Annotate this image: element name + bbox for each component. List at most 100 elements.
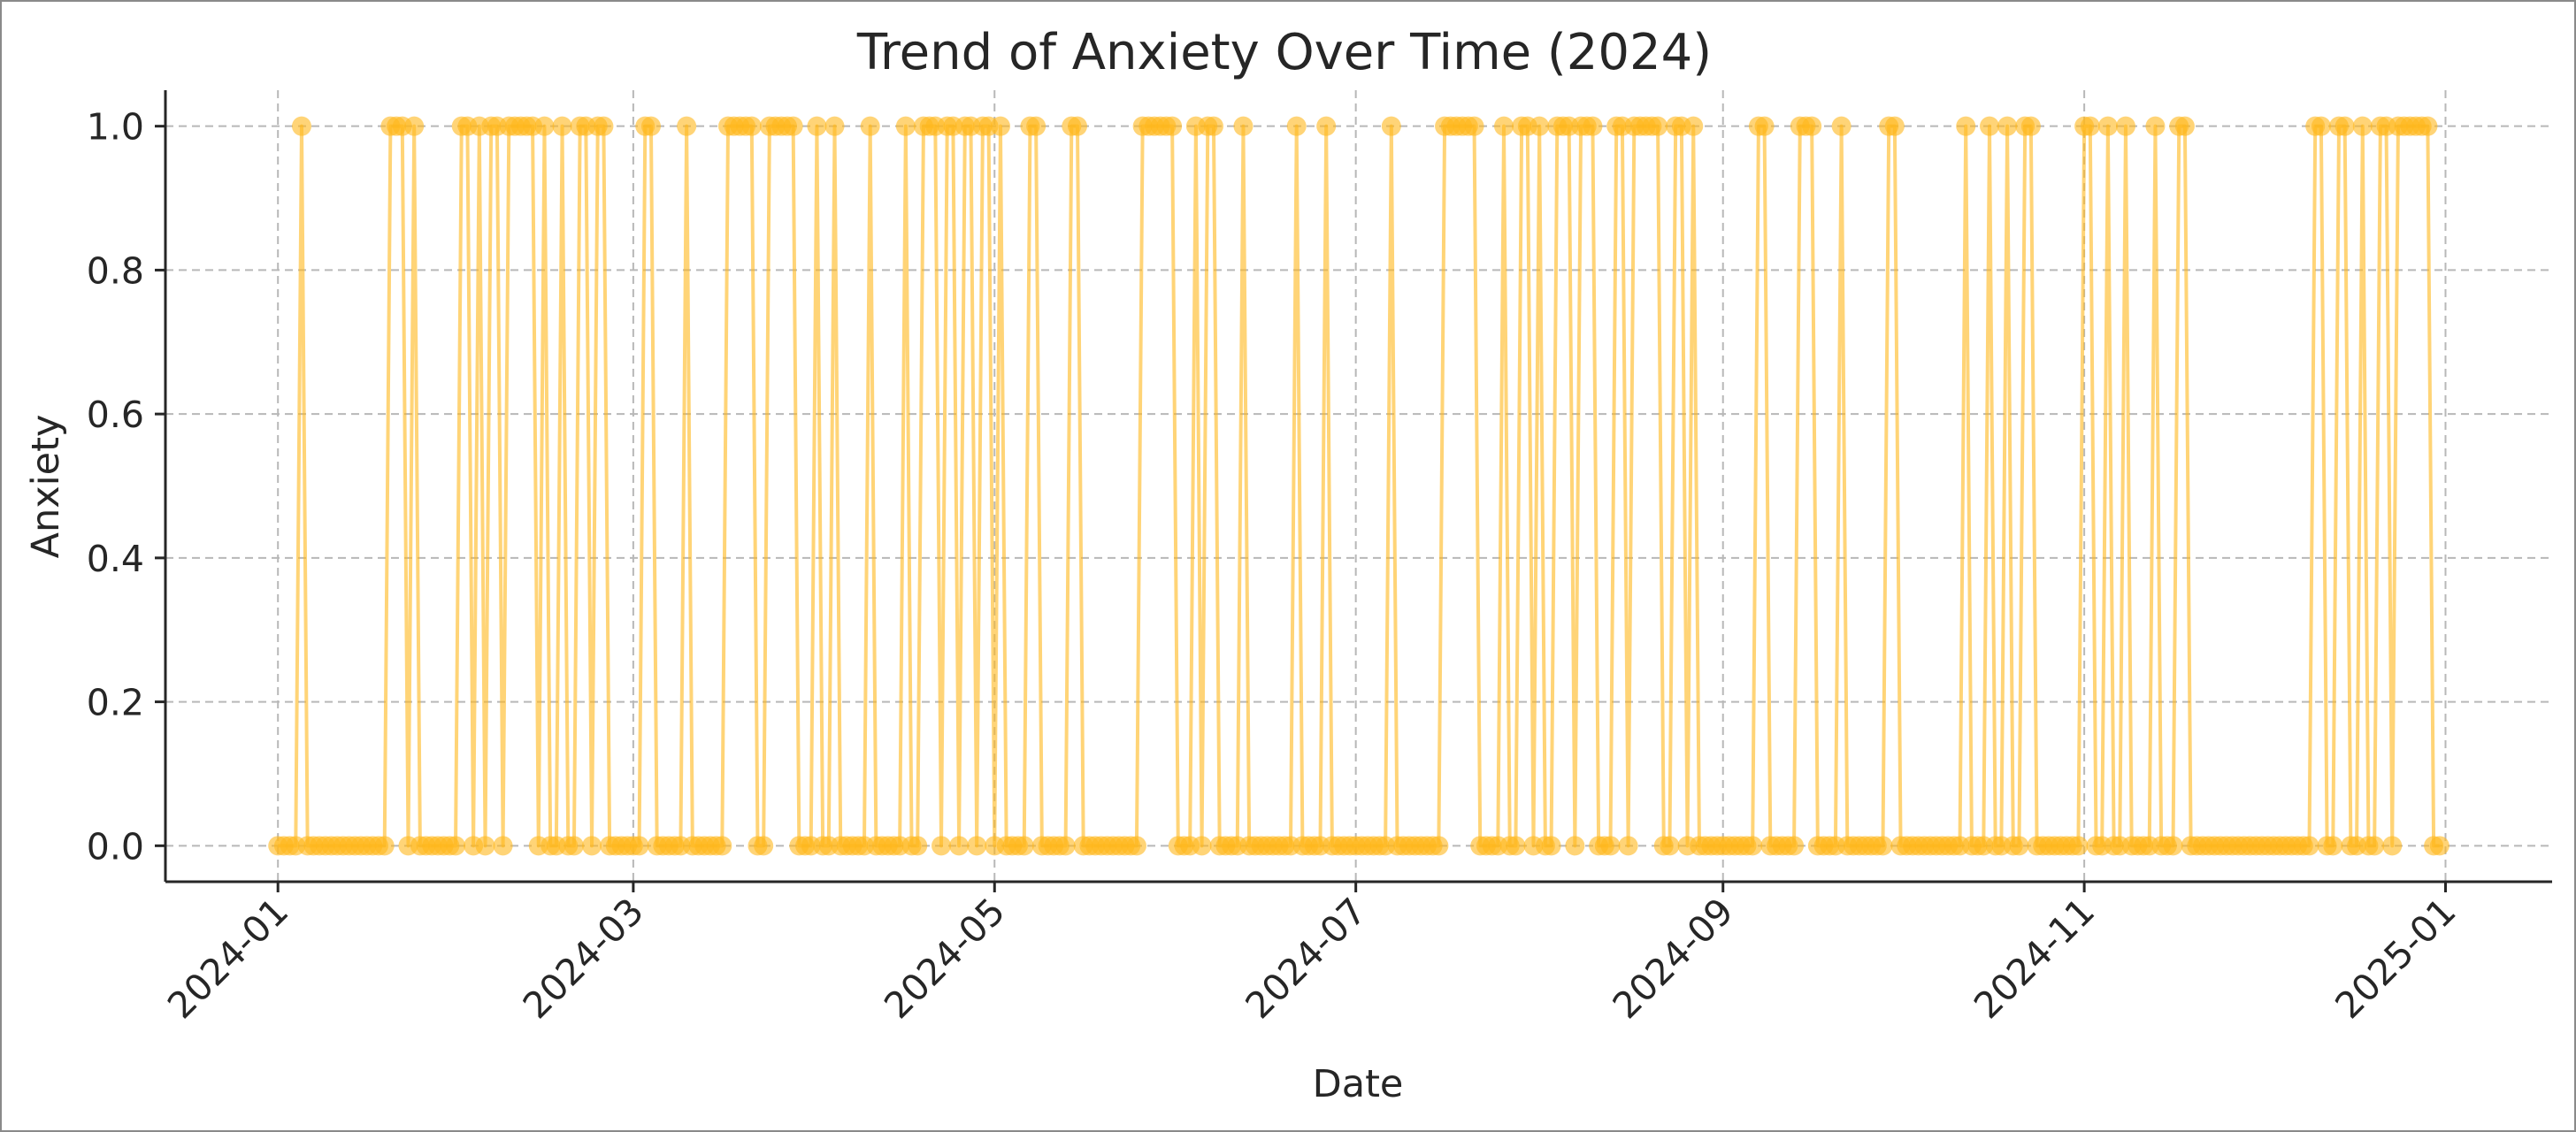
data-point [2080,116,2100,136]
x-tick-label: 2024-11 [1966,890,2103,1027]
data-point [1286,116,1307,136]
data-point [2145,116,2166,136]
data-point [1055,836,1076,856]
y-tick-label: 0.4 [87,538,144,580]
data-point [2115,116,2135,136]
data-point [1162,116,1183,136]
data-point [967,836,987,856]
anxiety-series-line [278,124,2440,848]
data-point [1192,836,1212,856]
data-point [1464,116,1484,136]
data-point [1873,836,1893,856]
data-point [1956,116,1976,136]
data-point [1541,836,1561,856]
data-point [949,836,970,856]
series-layer [268,116,2450,856]
data-point [1648,116,1668,136]
y-tick-label: 0.0 [87,825,144,868]
data-point [2174,116,2195,136]
y-tick-label: 0.6 [87,394,144,436]
data-point [493,836,513,856]
data-point [712,836,732,856]
data-point [677,116,697,136]
y-tick-label: 0.8 [87,249,144,292]
data-point [640,116,661,136]
data-point [1997,116,2018,136]
data-point [754,836,774,856]
data-point [1126,836,1146,856]
data-point [1530,116,1550,136]
data-point [2299,836,2319,856]
data-point [2163,836,2183,856]
data-point [1583,116,1603,136]
x-tick-label: 2024-03 [515,890,652,1027]
data-point [1203,116,1223,136]
y-tick-label: 0.2 [87,682,144,724]
data-point [1316,116,1337,136]
x-tick-label: 2024-01 [159,890,296,1027]
data-point [1660,836,1680,856]
x-tick-label: 2025-01 [2327,890,2464,1027]
data-point [1683,116,1704,136]
data-point [824,116,845,136]
data-point [2429,836,2450,856]
data-point [1565,836,1585,856]
data-point [1381,116,1401,136]
data-point [1802,116,1822,136]
data-point [860,116,880,136]
data-point [1429,836,1449,856]
x-tick-label: 2024-07 [1238,890,1375,1027]
data-point [2382,836,2403,856]
data-point [932,836,952,856]
data-point [1233,116,1254,136]
data-point [2352,116,2373,136]
data-point [807,116,827,136]
data-point [2311,116,2331,136]
x-axis-label: Date [1313,1062,1404,1106]
data-point [564,836,584,856]
data-point [1618,836,1638,856]
data-point [475,836,495,856]
data-point [1980,116,1999,136]
x-tick-label: 2024-09 [1605,890,1742,1027]
data-point [895,116,916,136]
data-point [2323,836,2343,856]
data-point [2418,116,2438,136]
data-point [1831,116,1852,136]
data-point [1784,836,1805,856]
y-axis-label: Anxiety [24,415,68,559]
data-point [2334,116,2355,136]
x-tick-label: 2024-05 [876,890,1013,1027]
axes-layer [164,90,2552,883]
data-point [2097,116,2118,136]
grid-layer [165,90,2552,882]
data-point [741,116,762,136]
data-point [534,116,555,136]
data-point [629,836,649,856]
chart-title: Trend of Anxiety Over Time (2024) [856,24,1712,81]
data-point [2365,836,2385,856]
data-point [2009,836,2029,856]
data-point [1026,116,1046,136]
data-point [1014,836,1034,856]
y-tick-label: 1.0 [87,106,144,149]
data-point [2068,836,2089,856]
data-point [1754,116,1775,136]
data-point [2020,116,2041,136]
data-point [1494,116,1514,136]
data-point [1743,836,1763,856]
y-tick-layer: 0.0 0.2 0.4 0.6 0.8 1.0 [87,106,165,868]
data-point [291,116,311,136]
x-tick-layer: 2024-01 2024-03 2024-05 2024-07 2024-09 2024-… [159,882,2465,1027]
data-point [1884,116,1905,136]
data-point [1506,836,1526,856]
data-point [783,116,803,136]
data-point [552,116,572,136]
data-point [1600,836,1621,856]
data-point [446,836,466,856]
data-point [374,836,395,856]
data-point [404,116,425,136]
data-point [990,116,1010,136]
